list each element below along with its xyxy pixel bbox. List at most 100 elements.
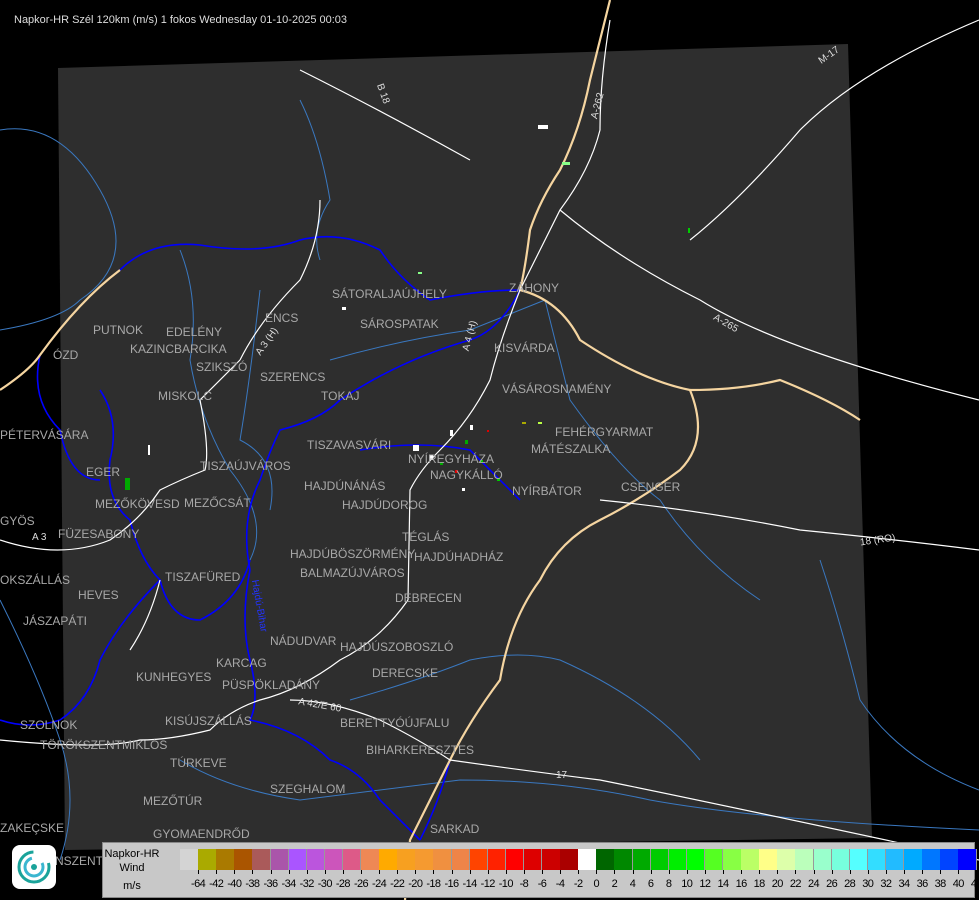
city-label: OKSZÁLLÁS bbox=[0, 573, 71, 587]
city-label: KISÚJSZÁLLÁS bbox=[165, 714, 252, 728]
legend-tick-label: -40 bbox=[227, 878, 242, 890]
legend-tick-mark bbox=[523, 870, 525, 874]
city-label: EDELÉNY bbox=[166, 325, 223, 339]
legend-tick-mark bbox=[487, 870, 489, 874]
legend-swatch bbox=[342, 849, 362, 870]
legend-tick-label: -64 bbox=[191, 878, 206, 890]
legend-tick-mark bbox=[288, 870, 290, 874]
city-label: TOKAJ bbox=[321, 389, 360, 403]
legend-tick-label: -24 bbox=[372, 878, 387, 890]
city-label: KUNHEGYES bbox=[136, 670, 212, 684]
city-label: JÁSZAPÁTI bbox=[23, 614, 88, 628]
legend-tick-mark bbox=[632, 870, 634, 874]
legend-tick-label: 42 bbox=[970, 878, 979, 890]
legend-tick-mark bbox=[795, 870, 797, 874]
city-label: BIHARKERESZTES bbox=[366, 743, 475, 757]
legend-tick-label: 38 bbox=[934, 878, 947, 890]
legend-tick-mark bbox=[904, 870, 905, 874]
legend-tick-label: -28 bbox=[335, 878, 351, 890]
legend-swatch bbox=[578, 849, 597, 870]
legend-tick-label: 28 bbox=[844, 878, 856, 890]
city-label: HAJDÚDOROG bbox=[342, 498, 428, 512]
legend-swatch bbox=[180, 849, 199, 870]
legend-swatch bbox=[324, 849, 344, 870]
city-label: PÜSPÖKLADÁNY bbox=[222, 678, 321, 692]
legend-tick-label: -34 bbox=[281, 878, 297, 890]
wind-echoes bbox=[125, 125, 690, 491]
city-label: FEHÉRGYARMAT bbox=[555, 425, 654, 439]
city-label: MEZŐTÚR bbox=[143, 794, 203, 808]
legend-tick-mark bbox=[741, 870, 743, 874]
legend-swatch bbox=[704, 849, 724, 870]
legend-swatch bbox=[252, 849, 271, 870]
legend-swatch bbox=[270, 849, 290, 870]
legend-tick-mark bbox=[831, 870, 833, 874]
legend-tick-mark bbox=[451, 870, 453, 874]
swirl-logo-icon bbox=[17, 850, 51, 884]
legend-tick-mark bbox=[342, 870, 344, 874]
city-label: DEBRECEN bbox=[395, 591, 462, 605]
legend-swatch bbox=[958, 849, 977, 870]
legend-swatch bbox=[234, 849, 253, 870]
city-label: NYÍREGYHÁZA bbox=[408, 452, 495, 466]
legend-swatch bbox=[777, 849, 796, 870]
legend-tick-mark bbox=[759, 870, 761, 874]
city-label: ENCS bbox=[265, 311, 299, 325]
legend-tick-label: 24 bbox=[807, 878, 820, 890]
legend-tick-mark bbox=[397, 870, 399, 874]
legend-tick-mark bbox=[216, 870, 218, 874]
legend-tick-label: 0 bbox=[593, 878, 600, 890]
legend-tick-mark bbox=[704, 870, 706, 874]
legend-tick-label: 14 bbox=[717, 878, 729, 890]
legend-swatch bbox=[523, 849, 543, 870]
legend-swatch bbox=[759, 849, 778, 870]
city-label: GYÖS bbox=[0, 514, 35, 528]
legend-tick-mark bbox=[361, 870, 362, 874]
legend-tick-label: 32 bbox=[880, 878, 892, 890]
city-label: SZOLNOK bbox=[20, 718, 78, 732]
legend-swatch bbox=[397, 849, 416, 870]
legend-swatch bbox=[813, 849, 833, 870]
city-label: NÁDUDVAR bbox=[270, 634, 337, 648]
city-label: DERECSKE bbox=[372, 666, 439, 680]
legend-tick-label: 10 bbox=[681, 878, 693, 890]
city-label: EGER bbox=[86, 465, 121, 479]
legend-tick-label: -42 bbox=[209, 878, 224, 890]
legend-swatch bbox=[849, 849, 869, 870]
legend-swatch bbox=[686, 849, 706, 870]
radar-coverage-area bbox=[58, 44, 872, 850]
legend-swatch bbox=[885, 849, 905, 870]
legend-tick-label: -6 bbox=[537, 878, 547, 890]
road-label: A 3 bbox=[32, 532, 47, 543]
legend-variable: Wind bbox=[119, 862, 145, 874]
legend-swatch bbox=[306, 849, 326, 870]
legend-tick-label: 40 bbox=[952, 878, 965, 890]
legend-tick-mark bbox=[560, 870, 562, 874]
legend-tick-mark bbox=[777, 870, 779, 874]
legend-tick-mark bbox=[469, 870, 471, 874]
legend-swatch bbox=[379, 849, 398, 870]
legend-swatch bbox=[632, 849, 652, 870]
city-label: ZAKEÇSKE bbox=[0, 821, 65, 835]
legend-swatch bbox=[433, 849, 452, 870]
legend-tick-mark bbox=[723, 870, 724, 874]
legend-tick-label: -4 bbox=[555, 878, 565, 890]
legend-tick-mark bbox=[415, 870, 417, 874]
legend-tick-label: -16 bbox=[444, 878, 459, 890]
city-label: HEVES bbox=[78, 588, 119, 602]
legend-swatch bbox=[198, 849, 217, 870]
legend-tick-label: -14 bbox=[462, 878, 478, 890]
city-label: ZÁHONY bbox=[509, 281, 560, 295]
city-label: CSENGER bbox=[621, 480, 681, 494]
legend-unit: m/s bbox=[123, 880, 141, 892]
legend-swatch bbox=[216, 849, 235, 870]
roads bbox=[0, 19, 979, 861]
road-label: 17 bbox=[556, 770, 568, 781]
legend-tick-mark bbox=[578, 870, 580, 874]
legend-tick-label: 36 bbox=[916, 878, 929, 890]
legend-tick-label: -36 bbox=[263, 878, 278, 890]
legend-swatch bbox=[451, 849, 471, 870]
city-label: MEZŐKÖVESD bbox=[95, 497, 180, 511]
legend-swatch bbox=[560, 849, 579, 870]
city-label: SÁROSPATAK bbox=[360, 317, 439, 331]
